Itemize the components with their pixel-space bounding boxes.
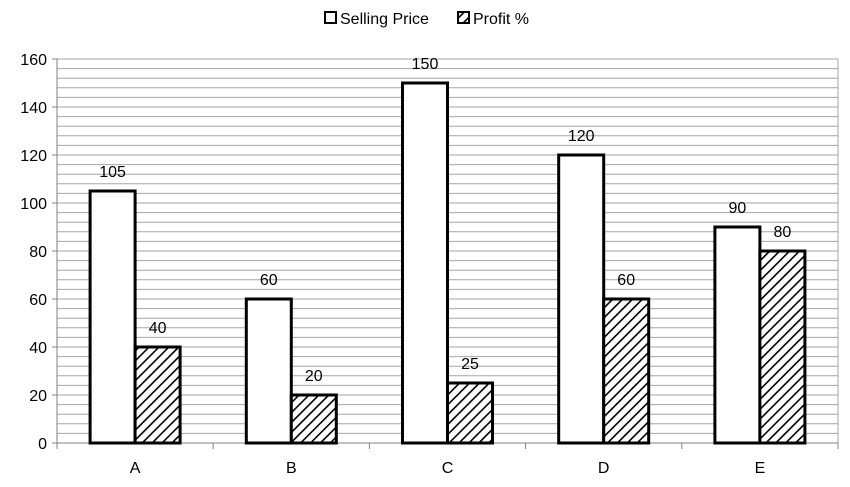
y-tick-label: 80 [29, 244, 47, 261]
bars [88, 81, 807, 445]
data-label-profit: 40 [149, 320, 167, 337]
y-tick-label: 20 [29, 388, 47, 405]
legend-label-selling-price: Selling Price [340, 11, 429, 28]
y-tick-label: 60 [29, 292, 47, 309]
bar-profit [758, 249, 807, 445]
y-tick-label: 140 [20, 100, 47, 117]
data-label-profit: 60 [617, 272, 635, 289]
bar-profit [602, 297, 651, 445]
data-label-profit: 20 [305, 368, 323, 385]
bar-selling-price [713, 225, 762, 445]
x-category-label: B [286, 460, 297, 477]
labels: A 105 40 B 60 20 C 150 25 D 120 60 E 90 80 [99, 56, 791, 477]
x-category-label: C [442, 460, 454, 477]
bar-selling-price [244, 297, 293, 445]
data-label-selling-price: 60 [260, 272, 278, 289]
x-category-label: E [755, 460, 766, 477]
legend: Selling Price Profit % [324, 11, 529, 28]
data-label-selling-price: 90 [729, 200, 747, 217]
data-label-selling-price: 150 [412, 56, 439, 73]
bar-selling-price [88, 189, 137, 445]
y-tick-label: 100 [20, 196, 47, 213]
data-label-selling-price: 105 [99, 164, 126, 181]
bar-selling-price [557, 153, 606, 445]
y-tick-label: 0 [38, 436, 47, 453]
bar-profit [446, 381, 494, 445]
legend-swatch-selling-price [324, 11, 337, 24]
y-tick-label: 40 [29, 340, 47, 357]
x-category-label: A [130, 460, 141, 477]
y-tick-label: 120 [20, 148, 47, 165]
bar-profit [133, 345, 182, 445]
y-tick-label: 160 [20, 52, 47, 69]
bar-selling-price [401, 81, 449, 445]
legend-swatch-profit [457, 11, 470, 24]
bar-profit [289, 393, 338, 445]
data-label-profit: 80 [774, 224, 792, 241]
x-category-label: D [598, 460, 610, 477]
data-label-selling-price: 120 [568, 128, 595, 145]
data-label-profit: 25 [461, 356, 479, 373]
legend-label-profit: Profit % [473, 11, 529, 28]
